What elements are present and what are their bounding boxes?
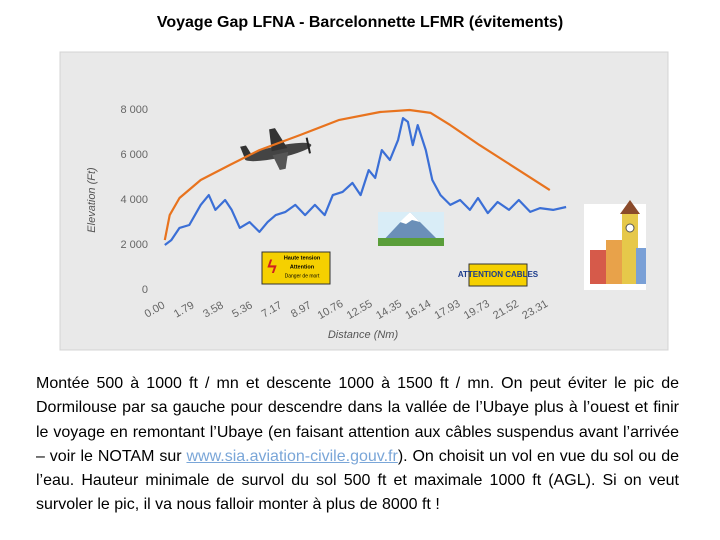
sign-symbol: ϟ	[267, 257, 277, 277]
series-line	[163, 108, 551, 241]
sign-text: Danger de mort	[285, 273, 320, 279]
paragraph-text: ). On choisit un vol en vue du sol ou de…	[36, 447, 680, 514]
chart: Voyage Gap LFNA - Barcelonnette LFMR (év…	[59, 14, 669, 351]
description: Montée 500 à 1000 ft / mn et descente 10…	[36, 372, 679, 518]
series-line	[164, 117, 567, 246]
sign-text: ATTENTION CABLES	[458, 270, 539, 279]
y-tick-label: 6 000	[120, 149, 148, 161]
paragraph-text: Montée 500 à 1000 ft / mn et descente 10…	[36, 375, 679, 465]
mountain-icon	[378, 212, 444, 246]
link[interactable]: www.sia.aviation-civile.gouv.fr	[186, 447, 398, 465]
village-icon	[584, 200, 646, 290]
sign-text: Attention	[290, 264, 315, 270]
chart-panel	[59, 51, 669, 351]
y-axis-label: Elevation (Ft)	[86, 167, 98, 233]
y-tick-label: 0	[142, 284, 148, 296]
sign-text: Haute tension	[284, 255, 321, 261]
y-tick-label: 4 000	[120, 194, 148, 206]
chart-title: Voyage Gap LFNA - Barcelonnette LFMR (év…	[157, 14, 563, 31]
x-axis-label: Distance (Nm)	[328, 329, 399, 341]
y-tick-label: 8 000	[120, 104, 148, 116]
y-tick-label: 2 000	[120, 239, 148, 251]
warning-sign: ϟ Haute tension Attention Danger de mort	[261, 251, 331, 285]
cables-sign: ATTENTION CABLES	[458, 263, 539, 287]
